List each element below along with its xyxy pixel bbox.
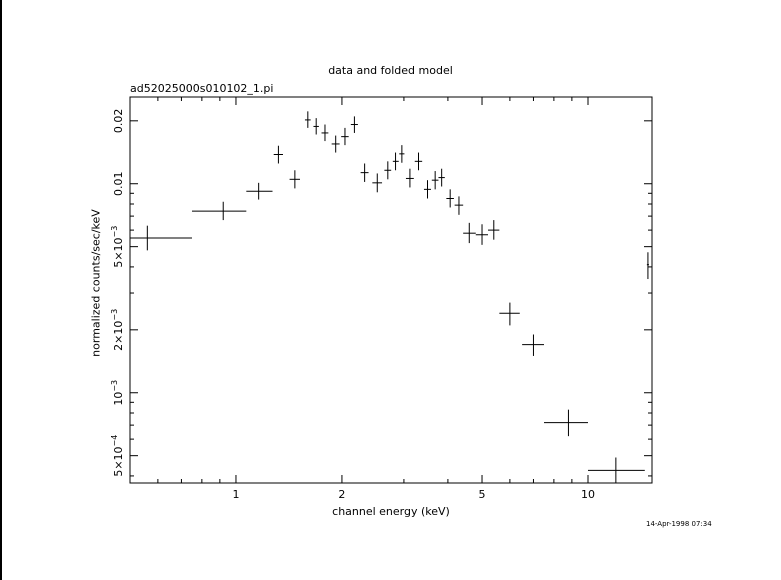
data-point — [587, 457, 645, 483]
chart-title: data and folded model — [328, 64, 453, 77]
data-point — [646, 252, 649, 280]
data-point — [399, 145, 405, 163]
data-point — [392, 152, 399, 171]
data-point — [246, 182, 273, 200]
data-point — [499, 302, 520, 326]
data-point — [405, 168, 414, 188]
data-point — [331, 135, 340, 153]
data-point — [463, 222, 476, 244]
y-tick-label: 0.01 — [112, 171, 125, 196]
y-ticks: 5×10−4 10−3 2×10−3 5×10−3 0.01 0.02 — [110, 109, 652, 477]
data-point — [384, 161, 392, 180]
data-point — [414, 152, 423, 171]
data-point — [273, 145, 283, 164]
data-point — [544, 409, 588, 437]
data-point — [431, 171, 439, 190]
x-tick-label: 10 — [581, 488, 595, 501]
data-point — [304, 111, 311, 128]
data-point — [341, 127, 349, 146]
data-point — [475, 224, 489, 245]
y-tick-label: 0.02 — [112, 109, 125, 134]
data-point — [191, 201, 247, 221]
data-point — [289, 170, 300, 189]
data-point — [438, 168, 445, 187]
data-point — [423, 180, 431, 199]
data-point — [321, 124, 329, 142]
window-left-edge — [0, 0, 2, 580]
data-point — [488, 220, 500, 240]
data-point — [522, 334, 545, 356]
timestamp-label: 14-Apr-1998 07:34 — [646, 520, 712, 528]
data-point — [313, 118, 319, 135]
data-point — [446, 189, 454, 208]
y-tick-label: 5×10−4 — [110, 435, 125, 477]
data-point — [360, 163, 369, 182]
y-tick-label: 5×10−3 — [110, 226, 125, 268]
data-point — [454, 196, 464, 215]
x-axis-label: channel energy (keV) — [332, 505, 450, 518]
data-point — [350, 116, 358, 133]
plot-frame — [129, 96, 653, 484]
data-point — [130, 225, 192, 251]
y-tick-label: 10−3 — [110, 380, 125, 406]
data-point — [372, 173, 383, 193]
x-tick-label: 2 — [338, 488, 345, 501]
data-points — [130, 111, 649, 483]
file-name-label: ad52025000s010102_1.pi — [130, 82, 274, 95]
x-tick-label: 5 — [479, 488, 486, 501]
y-tick-label: 2×10−3 — [110, 309, 125, 351]
x-ticks: 1 2 5 10 — [129, 97, 595, 501]
x-tick-label: 1 — [232, 488, 239, 501]
